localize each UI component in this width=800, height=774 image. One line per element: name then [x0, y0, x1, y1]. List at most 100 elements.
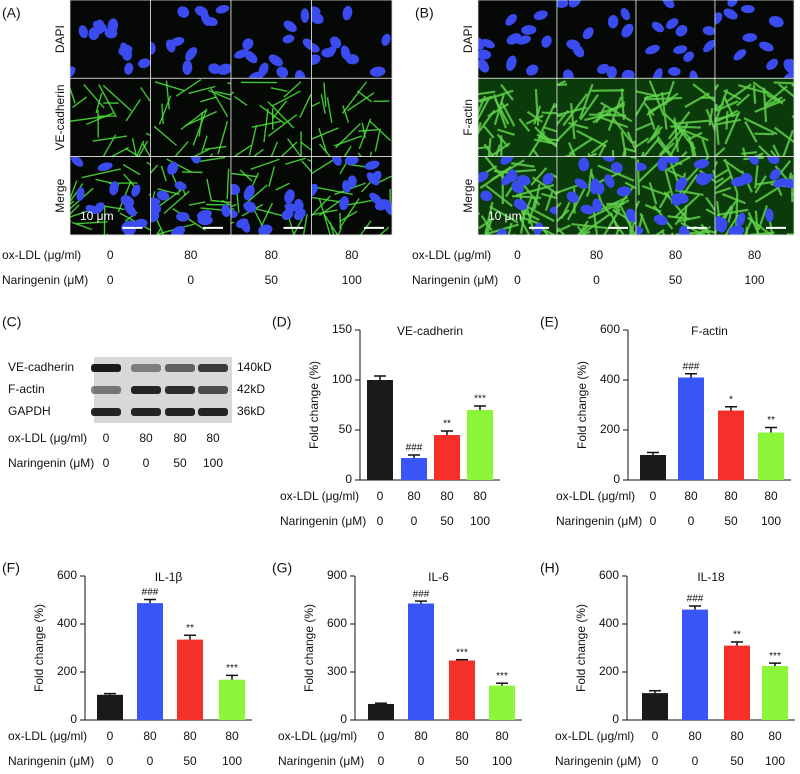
nucleus: [293, 208, 306, 221]
condition-value: 0: [688, 514, 695, 528]
micrograph: [69, 77, 151, 158]
significance: **: [733, 630, 741, 641]
fiber: [175, 78, 202, 97]
y-tick-label: 400: [600, 372, 620, 386]
condition-value: 100: [492, 754, 512, 768]
fiber: [86, 112, 114, 126]
y-tick-label: 900: [327, 568, 347, 582]
fiber: [756, 180, 779, 186]
condition-value: 0: [107, 248, 114, 262]
condition-value: 80: [173, 431, 187, 445]
fiber: [318, 143, 332, 157]
nucleus: [176, 211, 190, 222]
fiber: [83, 83, 105, 109]
fiber: [623, 151, 627, 157]
nucleus: [76, 187, 85, 202]
fiber: [533, 183, 541, 209]
nucleus: [765, 208, 774, 222]
fiber: [613, 199, 630, 210]
fiber: [311, 101, 321, 108]
nucleus: [104, 27, 118, 39]
fiber: [287, 138, 301, 157]
fiber: [557, 227, 566, 235]
fiber: [138, 140, 149, 157]
bar: [718, 410, 744, 480]
fiber: [153, 125, 178, 147]
fiber: [489, 205, 519, 224]
nucleus: [786, 58, 794, 74]
blot-band: [91, 386, 121, 394]
fiber: [674, 194, 700, 219]
nucleus: [578, 157, 590, 172]
condition-value: 80: [206, 431, 220, 445]
condition-value: 0: [514, 248, 521, 262]
fiber: [563, 152, 575, 157]
fiber: [591, 89, 625, 92]
condition-value: 0: [107, 729, 114, 743]
fiber: [292, 213, 306, 235]
fiber: [208, 89, 231, 101]
fiber: [670, 125, 701, 129]
nucleus: [156, 190, 170, 201]
nucleus: [767, 156, 780, 165]
fiber: [484, 201, 494, 235]
nucleus: [768, 15, 784, 28]
nucleus: [740, 4, 755, 14]
nucleus: [268, 54, 283, 67]
fiber: [479, 165, 512, 189]
micrograph: [714, 156, 795, 236]
nucleus: [281, 209, 294, 221]
condition-value: 80: [407, 489, 421, 503]
nucleus: [759, 41, 774, 52]
nucleus: [625, 208, 636, 223]
row-label: VE-cadherin: [53, 84, 67, 150]
condition-value: 100: [761, 514, 781, 528]
condition-value: 0: [650, 514, 657, 528]
nucleus: [366, 172, 380, 186]
nucleus: [645, 44, 660, 55]
fiber: [146, 161, 151, 166]
fiber: [72, 96, 88, 108]
bar: [408, 603, 434, 720]
nucleus: [217, 63, 231, 75]
y-tick-label: 400: [57, 616, 77, 630]
band-name: GAPDH: [8, 404, 51, 418]
fiber: [557, 224, 571, 233]
fiber: [270, 141, 279, 157]
y-axis-label: Fold change (%): [575, 361, 589, 449]
panel-label: (B): [415, 5, 434, 21]
fiber: [172, 208, 206, 231]
fiber: [174, 141, 189, 157]
nucleus: [167, 161, 179, 175]
y-tick-label: 400: [599, 616, 619, 630]
condition-label: ox-LDL (μg/ml): [412, 248, 491, 262]
fiber: [520, 216, 541, 225]
nucleus: [481, 38, 495, 49]
condition-value: 80: [768, 729, 782, 743]
nucleus: [566, 191, 579, 203]
fiber: [727, 206, 734, 223]
nucleus: [282, 34, 295, 44]
condition-value: 100: [342, 273, 362, 287]
condition-value: 80: [724, 489, 738, 503]
fiber: [357, 90, 373, 103]
nucleus: [723, 8, 738, 20]
y-tick-label: 0: [70, 712, 77, 726]
y-tick-label: 0: [613, 472, 620, 486]
nucleus: [607, 15, 619, 29]
nucleus: [513, 199, 528, 211]
condition-value: 80: [139, 431, 153, 445]
panel-label: (F): [2, 560, 20, 576]
fiber: [267, 101, 295, 129]
significance: ###: [413, 589, 430, 600]
fiber: [715, 175, 733, 191]
nucleus: [302, 38, 312, 51]
fiber: [754, 132, 775, 136]
y-tick-label: 200: [599, 664, 619, 678]
blot-band: [198, 364, 228, 372]
fiber: [743, 219, 753, 235]
fiber: [217, 121, 229, 155]
fiber: [670, 122, 689, 155]
row-label: DAPI: [53, 25, 67, 53]
y-tick-label: 200: [600, 422, 620, 436]
